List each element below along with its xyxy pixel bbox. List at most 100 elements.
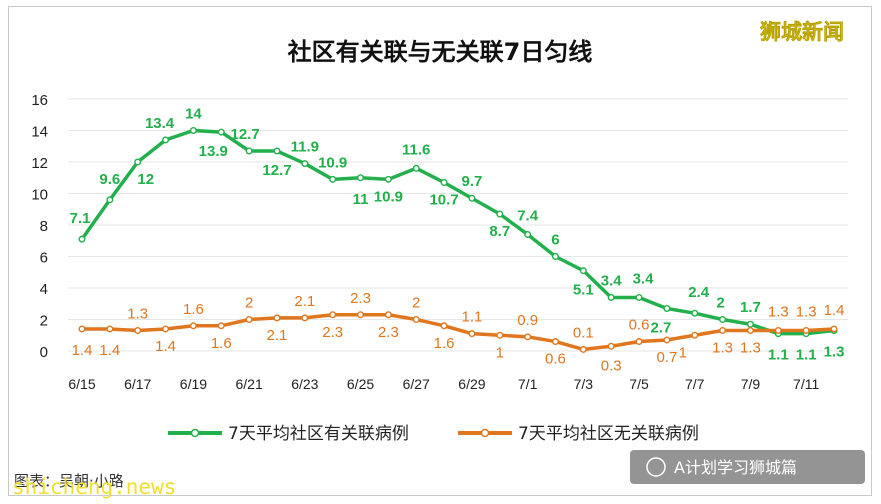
data-label-linked: 9.6 [99,171,120,188]
data-point-unlinked [524,333,532,341]
data-point-linked [412,164,420,172]
data-point-linked [357,174,365,182]
data-label-linked: 5.1 [573,282,594,299]
chart-credit: 图表：吴朝·小路 [14,472,124,490]
x-tick-label: 7/11 [793,376,819,392]
data-point-linked [189,126,197,134]
data-label-unlinked: 2.3 [378,324,399,341]
x-tick-label: 6/27 [403,376,430,392]
data-label-linked: 1.7 [740,299,761,316]
data-label-linked: 1.1 [768,347,789,364]
data-label-unlinked: 2.1 [294,293,315,310]
data-point-linked [217,128,225,136]
y-tick-label: 12 [31,155,48,172]
data-point-unlinked [273,314,281,322]
data-label-linked: 7.4 [517,207,539,224]
data-label-unlinked: 1.4 [99,342,120,359]
x-tick-label: 6/23 [291,376,318,392]
data-point-linked [524,230,532,238]
data-point-unlinked [412,316,420,324]
data-point-unlinked [440,322,448,330]
x-tick-label: 7/1 [518,376,538,392]
x-tick-label: 7/9 [741,376,761,392]
data-point-unlinked [774,327,782,335]
y-tick-label: 2 [40,313,48,330]
data-point-linked [468,194,476,202]
data-point-unlinked [245,316,253,324]
data-point-unlinked [551,338,559,346]
legend-marker-green [190,428,200,438]
data-label-linked: 10.9 [374,188,403,205]
y-tick-label: 4 [40,281,48,298]
series-line-unlinked [82,313,835,352]
data-label-linked: 10.9 [318,154,347,171]
y-tick-label: 0 [40,344,48,361]
y-tick-label: 10 [31,187,48,204]
x-tick-label: 7/3 [574,376,594,392]
legend: 7天平均社区有关联病例 7天平均社区无关联病例 [168,424,699,444]
data-label-unlinked: 2 [412,295,420,312]
data-point-unlinked [106,325,114,333]
data-point-linked [551,252,559,260]
y-tick-label: 8 [40,218,48,235]
data-label-unlinked: 1 [679,344,687,361]
x-tick-label: 6/29 [458,376,485,392]
data-label-unlinked: 1.6 [434,335,455,352]
data-point-linked [496,210,504,218]
chart-title: 社区有关联与无关联7日匀线 [288,38,593,66]
data-label-linked: 12.7 [262,162,291,179]
data-label-linked: 6 [551,232,559,249]
y-axis-ticks: 0 2 4 6 8 10 12 14 16 [31,92,48,361]
chart-frame [8,6,872,496]
data-point-unlinked [607,342,615,350]
series-group [78,126,838,353]
data-label-linked: 7.1 [70,210,91,227]
data-point-unlinked [579,345,587,353]
data-label-unlinked: 1 [496,344,504,361]
data-label-unlinked: 0.9 [517,312,538,329]
wechat-icon [646,457,666,477]
data-point-unlinked [663,336,671,344]
data-point-linked [691,309,699,317]
data-point-unlinked [217,322,225,330]
data-point-linked [134,158,142,166]
x-tick-label: 6/21 [235,376,262,392]
data-point-linked [663,304,671,312]
data-point-linked [746,320,754,328]
legend-label-unlinked: 7天平均社区无关联病例 [518,424,699,444]
data-label-unlinked: 0.6 [545,351,566,368]
x-tick-label: 6/15 [68,376,95,392]
data-label-unlinked: 0.1 [573,324,594,341]
data-label-unlinked: 1.4 [824,302,845,319]
data-point-linked [635,293,643,301]
legend-item-unlinked: 7天平均社区无关联病例 [458,424,699,444]
data-label-linked: 8.7 [489,223,510,240]
data-point-unlinked [635,338,643,346]
data-point-unlinked [691,331,699,339]
data-point-unlinked [468,330,476,338]
x-tick-label: 7/7 [685,376,705,392]
data-point-unlinked [78,325,86,333]
data-point-unlinked [746,327,754,335]
legend-item-linked: 7天平均社区有关联病例 [168,424,409,444]
data-point-linked [440,178,448,186]
gridlines [68,98,848,352]
data-point-unlinked [830,325,838,333]
data-point-unlinked [134,327,142,335]
data-label-unlinked: 1.3 [768,304,789,321]
data-label-linked: 12.7 [231,126,260,143]
data-point-linked [106,196,114,204]
data-label-unlinked: 0.7 [656,349,677,366]
data-point-linked [78,235,86,243]
data-point-unlinked [329,311,337,319]
x-tick-label: 6/25 [347,376,374,392]
wechat-badge: A计划学习狮城篇 [630,450,865,484]
data-point-unlinked [719,327,727,335]
data-label-unlinked: 1.6 [183,301,204,318]
data-point-linked [273,147,281,155]
data-label-linked: 3.4 [601,272,623,289]
data-label-unlinked: 2.1 [267,327,288,344]
data-point-linked [607,293,615,301]
